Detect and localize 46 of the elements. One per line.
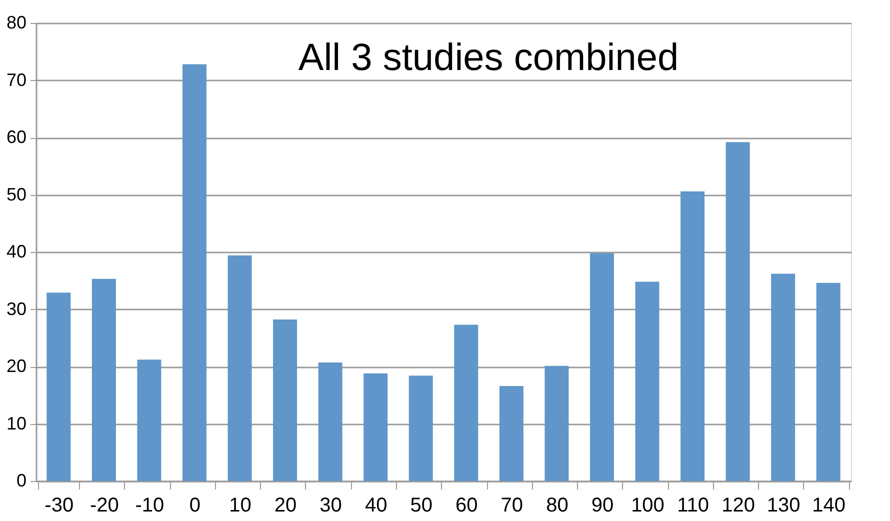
bar xyxy=(92,278,116,481)
x-tick-label: 70 xyxy=(500,494,524,516)
y-tick-label: 20 xyxy=(6,356,26,376)
x-tick-label: 110 xyxy=(677,494,709,516)
x-tick-label: 60 xyxy=(456,494,478,516)
bar xyxy=(816,282,840,481)
bar xyxy=(228,255,252,481)
bar xyxy=(771,274,796,481)
y-tick-label: 70 xyxy=(6,70,26,90)
chart-title: All 3 studies combined xyxy=(298,37,679,79)
bar xyxy=(635,282,660,481)
x-tick-label: 20 xyxy=(274,494,297,516)
bar xyxy=(680,191,705,481)
bar xyxy=(590,253,614,481)
x-tick-label: 50 xyxy=(410,494,432,516)
x-tick-label: 0 xyxy=(189,494,201,516)
y-tick-label: 40 xyxy=(6,242,26,262)
bar xyxy=(273,320,298,481)
x-tick-label: -10 xyxy=(135,494,164,516)
y-tick-label: 10 xyxy=(6,413,26,434)
x-tick-label: 80 xyxy=(546,494,568,516)
bar xyxy=(182,64,206,481)
y-tick-label: 30 xyxy=(6,298,26,319)
bar xyxy=(364,373,388,481)
bar xyxy=(499,386,524,481)
y-tick-label: 50 xyxy=(6,184,26,204)
x-tick-label: 130 xyxy=(766,494,800,516)
bar xyxy=(408,376,433,481)
bar xyxy=(544,366,569,481)
x-tick-label: -30 xyxy=(44,494,74,516)
bar xyxy=(46,292,71,481)
x-tick-label: 30 xyxy=(320,494,342,516)
x-tick-label: 120 xyxy=(722,494,755,516)
bar xyxy=(454,324,478,481)
x-tick-label: 10 xyxy=(229,494,252,516)
bar xyxy=(137,360,162,481)
x-tick-label: 40 xyxy=(364,494,388,516)
y-tick-label: 80 xyxy=(6,12,26,32)
x-tick-label: 140 xyxy=(812,494,846,516)
bar xyxy=(318,362,342,481)
x-tick-label: 100 xyxy=(631,494,664,516)
x-tick-label: -20 xyxy=(90,494,119,516)
bar xyxy=(726,142,750,481)
x-tick-label: 90 xyxy=(591,494,614,516)
y-tick-label: 0 xyxy=(16,470,26,490)
y-tick-label: 60 xyxy=(6,127,26,147)
